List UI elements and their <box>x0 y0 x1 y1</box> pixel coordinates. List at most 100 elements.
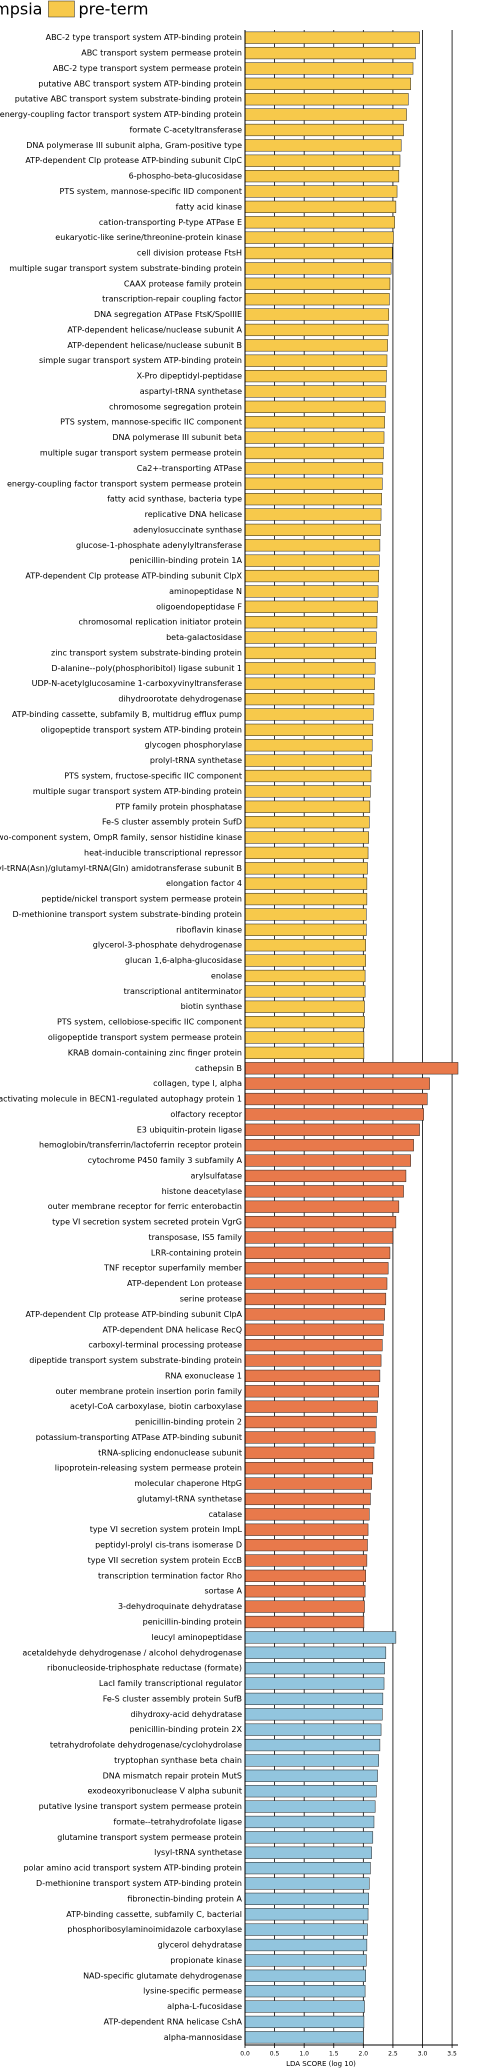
bar <box>244 1031 365 1044</box>
y-tick-label: DNA polymerase III subunit alpha, Gram-p… <box>26 141 242 150</box>
y-tick-label: dihydroorotate dehydrogenase <box>118 695 242 704</box>
y-tick-label: D-alanine--poly(phosphoribitol) ligase s… <box>51 664 242 673</box>
y-tick-label: phosphoribosylaminoimidazole carboxylase <box>67 1925 242 1934</box>
bar <box>244 1692 384 1706</box>
y-tick-label: ABC-2 type transport system ATP-binding … <box>46 33 242 42</box>
y-tick-label: type VI secretion system secreted protei… <box>52 1218 242 1227</box>
y-tick-label: PTS system, mannose-specific IIC compone… <box>60 418 242 427</box>
bar <box>244 1215 397 1229</box>
bar <box>244 1785 377 1798</box>
bar <box>244 816 370 829</box>
bar <box>244 1431 376 1444</box>
bar <box>244 1339 383 1352</box>
y-tick-label: peptide/nickel transport system permease… <box>41 895 242 904</box>
bar <box>244 108 407 121</box>
y-tick-label: ATP-dependent Lon protease <box>127 1279 242 1288</box>
bar <box>244 1585 366 1598</box>
bar <box>244 1354 382 1367</box>
y-tick-label: PTS system, fructose-specific IIC compon… <box>64 772 242 781</box>
y-tick-label: CAAX protease family protein <box>124 279 242 288</box>
y-tick-label: transcriptional antiterminator <box>124 987 243 996</box>
bar <box>244 400 386 413</box>
y-tick-label: dihydroxy-acid dehydratase <box>130 1710 242 1719</box>
bar <box>244 1646 387 1659</box>
legend-swatch <box>48 0 75 18</box>
bar <box>244 416 385 429</box>
bar <box>244 1092 428 1106</box>
bar <box>244 62 414 75</box>
bar <box>244 1523 369 1536</box>
bar <box>244 1169 407 1183</box>
bar <box>244 708 374 721</box>
bar <box>244 1569 366 1582</box>
bar <box>244 1108 424 1121</box>
bar <box>244 1954 367 1967</box>
y-tick-label: activating molecule in BECN1-regulated a… <box>0 1095 242 1104</box>
y-tick-label: PTS system, mannose-specific IID compone… <box>60 187 243 196</box>
bar <box>244 1046 365 1059</box>
bar <box>244 2015 365 2029</box>
y-tick-label: tetrahydrofolate dehydrogenase/cyclohydr… <box>50 1741 242 1750</box>
y-tick-label: ribonucleoside-triphosphate reductase (f… <box>47 1664 242 1673</box>
bar <box>244 600 378 613</box>
bar <box>244 723 374 736</box>
y-tick-label: cation-transporting P-type ATPase E <box>99 218 242 227</box>
bar <box>244 1846 372 1859</box>
y-tick-label: UDP-N-acetylglucosamine 1-carboxyvinyltr… <box>32 679 242 688</box>
y-tick-label: oligoendopeptidase F <box>156 602 242 611</box>
bar <box>244 892 368 906</box>
bar <box>244 1000 365 1013</box>
bar <box>244 1892 369 1905</box>
y-tick-label: serine protease <box>180 1294 242 1303</box>
y-tick-label: NAD-specific glutamate dehydrogenase <box>83 1971 242 1980</box>
y-tick-label: oligopeptide transport system permease p… <box>48 1033 242 1042</box>
y-tick-label: glycerol-3-phosphate dehydrogenase <box>93 941 242 950</box>
y-tick-label: penicillin-binding protein 2 <box>135 1418 242 1427</box>
bar <box>244 46 416 60</box>
bar <box>244 1923 368 1936</box>
y-tick-label: riboflavin kinase <box>176 925 242 934</box>
bar <box>244 923 367 936</box>
bar <box>244 1631 397 1644</box>
y-tick-label: ATP-dependent Clp protease ATP-binding s… <box>25 572 242 581</box>
bar <box>244 523 381 536</box>
bar <box>244 1600 365 1613</box>
y-tick-label: chromosomal replication initiator protei… <box>79 618 243 627</box>
y-tick-label: leucyl aminopeptidase <box>151 1633 242 1642</box>
y-tick-label: D-methionine transport system substrate-… <box>13 910 242 919</box>
bar <box>244 1277 388 1290</box>
bar <box>244 1831 374 1844</box>
y-tick-label: putative lysine transport system permeas… <box>39 1802 242 1811</box>
y-tick-label: lysyl-tRNA synthetase <box>154 1848 242 1857</box>
bar <box>244 1554 368 1567</box>
bar <box>244 985 366 998</box>
y-tick-label: arylsulfatase <box>191 1171 243 1180</box>
y-tick-label: biotin synthase <box>181 1002 242 1011</box>
bar <box>244 1908 369 1921</box>
y-tick-label: elongation factor 4 <box>166 879 242 888</box>
bar <box>244 1231 394 1244</box>
y-tick-label: penicillin-binding protein <box>143 1618 242 1627</box>
bar <box>244 1815 375 1829</box>
y-tick-label: glycerol dehydratase <box>158 1941 242 1950</box>
y-tick-label: Fe-S cluster assembly protein SufD <box>102 818 242 827</box>
bar <box>244 631 377 644</box>
bar <box>244 139 402 152</box>
bar <box>244 1969 366 1982</box>
x-tick-label: 1.0 <box>299 2051 309 2058</box>
y-tick-label: glutamine transport system permease prot… <box>57 1833 242 1842</box>
y-tick-label: fatty acid synthase, bacteria type <box>107 495 242 504</box>
y-tick-label: adenylosuccinate synthase <box>133 525 242 534</box>
y-tick-label: enolase <box>211 971 242 980</box>
legend-label: preeclampsia <box>0 0 42 19</box>
bar <box>244 846 369 860</box>
bar <box>244 339 388 352</box>
bar <box>244 123 404 137</box>
x-tick-label: 0.0 <box>240 2051 250 2058</box>
bar <box>244 1200 400 1213</box>
bar <box>244 754 372 767</box>
y-tick-label: hemoglobin/transferrin/lactoferrin recep… <box>39 1141 242 1150</box>
y-tick-label: alpha-mannosidase <box>164 2033 242 2042</box>
bar <box>244 1446 375 1459</box>
